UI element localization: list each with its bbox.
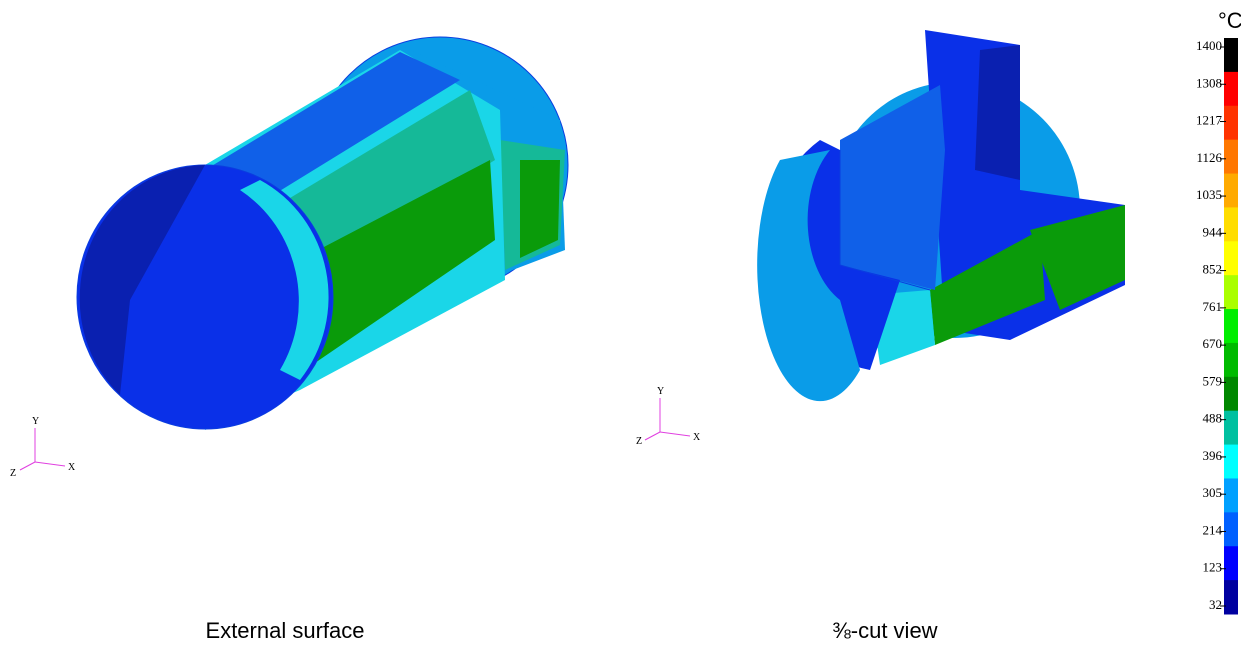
colorbar-segment [1224, 546, 1238, 581]
colorbar-segment [1224, 139, 1238, 175]
external-model [76, 36, 569, 430]
triad-label: Y [32, 416, 39, 427]
colorbar-label: 670 [1203, 336, 1223, 351]
colorbar: 1400 1308 1217 1126 1035 944 852 761 670 579 488 39… [1196, 38, 1238, 615]
colorbar-segment [1224, 376, 1238, 412]
colorbar-label: 123 [1203, 560, 1223, 575]
caption: ⅜-cut view [832, 618, 937, 643]
colorbar-label: 761 [1203, 299, 1223, 314]
triad-label: X [693, 432, 701, 443]
triad-left [19, 428, 66, 471]
colorbar-label: 305 [1203, 485, 1223, 500]
colorbar-label: 1126 [1196, 150, 1222, 165]
cut-model [757, 30, 1125, 402]
colorbar-label: 32 [1209, 597, 1222, 612]
colorbar-segment [1224, 71, 1238, 107]
colorbar-label: 1308 [1196, 75, 1222, 90]
colorbar-segment [1224, 38, 1238, 73]
triad-label: X [68, 462, 76, 473]
colorbar-label: 488 [1203, 411, 1223, 426]
triad-right [644, 398, 691, 441]
colorbar-label: 1400 [1196, 38, 1222, 53]
triad-label: Y [657, 386, 664, 397]
colorbar-label: 214 [1203, 522, 1223, 537]
caption: External surface [206, 618, 365, 643]
colorbar-label: 579 [1203, 373, 1223, 388]
colorbar-segment [1224, 410, 1238, 446]
colorbar-segment [1224, 207, 1238, 242]
colorbar-segment [1224, 241, 1238, 276]
colorbar-segment [1224, 275, 1238, 310]
colorbar-segment [1224, 342, 1238, 378]
colorbar-segment [1224, 173, 1238, 208]
triad-label: Z [636, 436, 642, 447]
colorbar-label: 1217 [1196, 113, 1223, 128]
colorbar-label: 1035 [1196, 187, 1222, 202]
colorbar-label: 944 [1203, 224, 1223, 239]
colorbar-label: 396 [1203, 448, 1223, 463]
colorbar-segment [1224, 512, 1238, 547]
colorbar-segment [1224, 478, 1238, 513]
colorbar-unit: °C [1218, 8, 1241, 33]
colorbar-segment [1224, 309, 1238, 344]
colorbar-segment [1224, 444, 1238, 479]
colorbar-label: 852 [1203, 262, 1223, 277]
colorbar-segment [1224, 105, 1238, 141]
colorbar-segment [1224, 580, 1238, 615]
triad-label: Z [10, 468, 16, 479]
